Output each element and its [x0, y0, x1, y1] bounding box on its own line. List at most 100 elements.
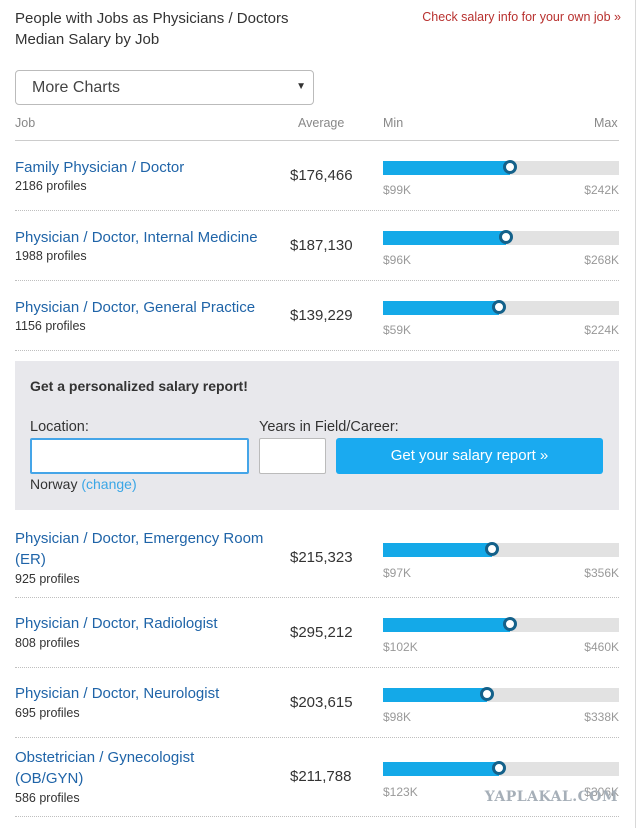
- table-row: Physician / Doctor, General Practice 115…: [15, 281, 619, 351]
- job-title-link[interactable]: Physician / Doctor, Emergency Room (ER): [15, 528, 270, 570]
- job-title-link[interactable]: Physician / Doctor, General Practice: [15, 297, 270, 318]
- page-title: People with Jobs as Physicians / Doctors…: [15, 8, 621, 50]
- own-job-salary-link[interactable]: Check salary info for your own job »: [422, 10, 621, 24]
- column-header-average: Average: [298, 116, 345, 130]
- salary-range-fill: [383, 618, 511, 632]
- job-title-text-line2: (OB/GYN): [15, 770, 84, 787]
- job-title-link[interactable]: Physician / Doctor, Radiologist: [15, 613, 270, 634]
- min-salary: $98K: [383, 710, 412, 724]
- median-marker: [503, 617, 518, 631]
- years-label: Years in Field/Career:: [259, 419, 399, 435]
- average-salary: $203,615: [290, 694, 353, 711]
- job-title-text: Physician / Doctor, Radiologist: [15, 615, 218, 632]
- job-title-text: Physician / Doctor, Neurologist: [15, 685, 220, 702]
- salary-range-fill: [383, 762, 499, 776]
- row-divider: [15, 350, 619, 351]
- row-divider: [15, 816, 619, 817]
- salary-range-fill: [383, 231, 506, 245]
- job-title-link[interactable]: Physician / Doctor, Internal Medicine: [15, 227, 270, 248]
- row-divider: [15, 210, 619, 211]
- header-divider: [15, 140, 619, 141]
- median-marker: [491, 300, 506, 314]
- page-title-line2: Median Salary by Job: [15, 31, 160, 48]
- job-title-link[interactable]: Physician / Doctor, Neurologist: [15, 683, 270, 704]
- salary-range-fill: [383, 161, 511, 175]
- job-title-text-line2: (ER): [15, 551, 46, 568]
- max-salary: $306K: [584, 785, 619, 799]
- salary-range-bar: [383, 617, 619, 632]
- salary-range-fill: [383, 301, 499, 315]
- more-charts-label: More Charts: [32, 79, 121, 96]
- watermark: YAPLAKAL.COM: [484, 789, 618, 805]
- salary-range-bar: [383, 300, 619, 315]
- salary-range-bar: [383, 230, 619, 245]
- max-salary: $356K: [584, 566, 619, 580]
- location-input[interactable]: [30, 438, 249, 474]
- table-row: Physician / Doctor, Emergency Room (ER) …: [15, 519, 619, 598]
- years-input[interactable]: [259, 438, 326, 474]
- profiles-count: 2186 profiles: [15, 179, 87, 193]
- max-salary: $338K: [584, 710, 619, 724]
- job-title-text: Physician / Doctor, Emergency Room: [15, 530, 264, 547]
- median-marker: [498, 230, 513, 244]
- salary-range-bar: [383, 542, 619, 557]
- min-salary: $99K: [383, 183, 412, 197]
- min-salary: $102K: [383, 640, 418, 654]
- table-row: Physician / Doctor, Neurologist 695 prof…: [15, 668, 619, 738]
- row-divider: [15, 667, 619, 668]
- header: People with Jobs as Physicians / Doctors…: [15, 8, 621, 50]
- average-salary: $215,323: [290, 549, 353, 566]
- max-salary: $242K: [584, 183, 619, 197]
- salary-range-fill: [383, 688, 487, 702]
- profiles-count: 1988 profiles: [15, 249, 87, 263]
- average-salary: $295,212: [290, 624, 353, 641]
- average-salary: $211,788: [290, 768, 352, 785]
- more-charts-select[interactable]: More Charts ▼: [15, 70, 314, 105]
- median-marker: [484, 542, 499, 556]
- chevron-down-icon: ▼: [296, 81, 306, 92]
- median-marker: [479, 687, 494, 701]
- table-row: Obstetrician / Gynecologist (OB/GYN) 586…: [15, 738, 619, 817]
- salary-range-bar: [383, 687, 619, 702]
- average-salary: $139,229: [290, 307, 353, 324]
- get-salary-report-button[interactable]: Get your salary report »: [336, 438, 603, 474]
- table-row: Physician / Doctor, Radiologist 808 prof…: [15, 598, 619, 668]
- table-row: Family Physician / Doctor 2186 profiles …: [15, 141, 619, 211]
- country-name: Norway: [30, 476, 78, 492]
- profiles-count: 925 profiles: [15, 572, 80, 586]
- min-salary: $96K: [383, 253, 412, 267]
- column-header-job: Job: [15, 116, 36, 130]
- profiles-count: 1156 profiles: [15, 319, 86, 333]
- median-marker: [491, 761, 506, 775]
- max-salary: $224K: [584, 323, 619, 337]
- change-country-link[interactable]: (change): [81, 476, 137, 492]
- average-salary: $176,466: [290, 167, 353, 184]
- page-title-line1: People with Jobs as Physicians / Doctors: [15, 10, 289, 27]
- min-salary: $123K: [383, 785, 418, 799]
- column-header-min: Min: [383, 116, 404, 130]
- salary-range-bar: [383, 160, 619, 175]
- profiles-count: 695 profiles: [15, 706, 80, 720]
- table-row: Physician / Doctor, Internal Medicine 19…: [15, 211, 619, 281]
- profiles-count: 808 profiles: [15, 636, 80, 650]
- country-selection: Norway (change): [30, 476, 137, 492]
- min-salary: $59K: [383, 323, 412, 337]
- job-title-text: Physician / Doctor, General Practice: [15, 299, 256, 316]
- salary-report-form: Get a personalized salary report! Locati…: [15, 361, 619, 510]
- column-header-max: Max: [594, 116, 618, 130]
- profiles-count: 586 profiles: [15, 791, 80, 805]
- job-title-text: Family Physician / Doctor: [15, 159, 185, 176]
- median-marker: [503, 160, 518, 174]
- max-salary: $460K: [584, 640, 619, 654]
- salary-range-fill: [383, 543, 492, 557]
- row-divider: [15, 597, 619, 598]
- job-title-text: Obstetrician / Gynecologist: [15, 749, 195, 766]
- row-divider: [15, 280, 619, 281]
- row-divider: [15, 737, 619, 738]
- job-title-link[interactable]: Obstetrician / Gynecologist (OB/GYN): [15, 747, 270, 789]
- job-title-link[interactable]: Family Physician / Doctor: [15, 157, 270, 178]
- min-salary: $97K: [383, 566, 412, 580]
- salary-report-heading: Get a personalized salary report!: [30, 378, 248, 394]
- salary-range-bar: [383, 761, 619, 776]
